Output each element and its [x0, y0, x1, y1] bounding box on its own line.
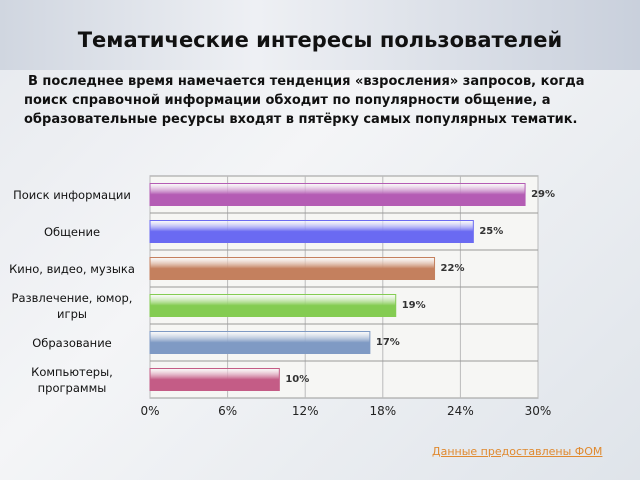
value-label: 19% — [401, 299, 426, 311]
y-tick-label: Поиск информации — [13, 187, 131, 202]
x-tick-label: 6% — [218, 404, 238, 418]
value-label: 22% — [440, 262, 465, 274]
bar — [149, 257, 436, 280]
value-label: 10% — [285, 373, 310, 385]
bar — [149, 220, 474, 243]
x-tick-label: 12% — [291, 404, 319, 418]
y-tick-label: Образование — [32, 335, 112, 350]
slide-title: Тематические интересы пользователей — [77, 28, 563, 52]
value-label: 17% — [375, 336, 400, 348]
x-tick-label: 30% — [524, 404, 552, 418]
bar — [149, 368, 280, 391]
x-tick-label: 18% — [369, 404, 397, 418]
value-label: 25% — [479, 225, 504, 237]
source-link[interactable]: Данные предоставлены ФОМ — [432, 445, 603, 458]
y-tick-label: Развлечение, юмор, игры — [11, 290, 133, 321]
bar — [149, 183, 526, 206]
bar — [149, 294, 397, 317]
y-tick-label: Кино, видео, музыка — [9, 261, 135, 276]
x-tick-label: 0% — [140, 404, 160, 418]
slide-text: В последнее время намечается тенденция «… — [24, 74, 585, 127]
bar — [149, 331, 371, 354]
y-tick-label: Компьютеры, программы — [31, 364, 113, 395]
y-tick-label: Общение — [43, 224, 101, 239]
x-tick-label: 24% — [447, 404, 474, 418]
value-label: 29% — [531, 188, 555, 200]
header-band — [0, 0, 640, 70]
